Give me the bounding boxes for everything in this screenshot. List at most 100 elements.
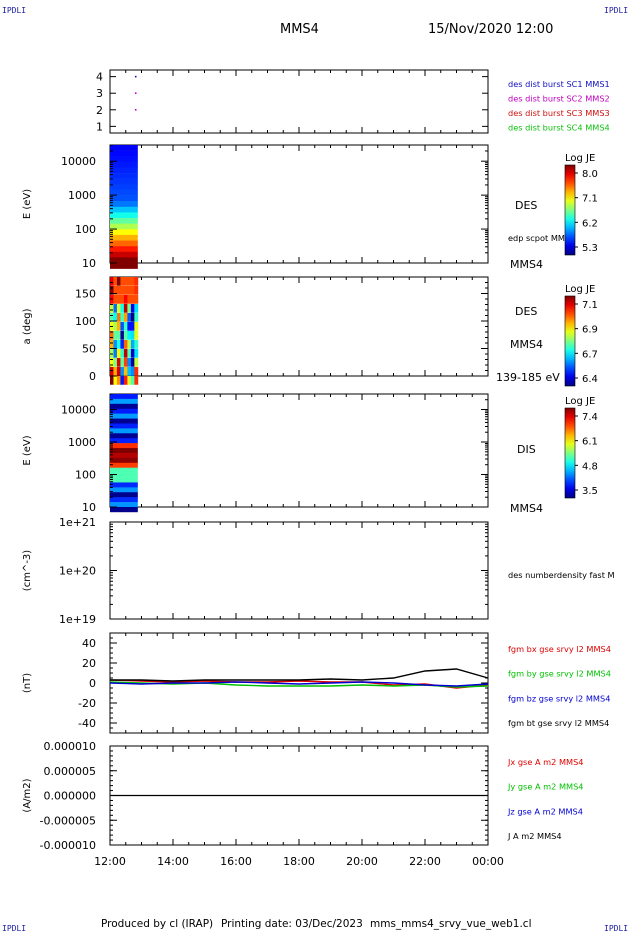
spectrogram-cell	[110, 304, 114, 313]
spectrogram-cell	[110, 156, 138, 163]
x-tick-label: 16:00	[220, 855, 252, 868]
spectrogram-cell	[110, 487, 138, 493]
page-title: MMS4	[280, 22, 319, 37]
panel-frame	[109, 144, 489, 264]
x-tick-label: 20:00	[346, 855, 378, 868]
spectrogram-cell	[110, 358, 114, 367]
legend-entry: fgm bt gse srvy l2 MMS4	[508, 718, 609, 728]
spectrogram-cell	[110, 408, 138, 414]
y-tick-label: 10	[82, 501, 96, 514]
y-tick-label: 1000	[68, 189, 96, 202]
spectrogram-cell	[110, 195, 138, 202]
y-tick-label: 40	[82, 637, 96, 650]
colorbar	[564, 407, 576, 499]
spectrogram-cell	[116, 286, 121, 295]
legend-entry: Jz gse A m2 MMS4	[507, 806, 583, 816]
corner-mark-bottom-right: IPDLI	[604, 924, 629, 933]
spectrogram-cell	[113, 340, 118, 349]
y-tick-label: 3	[96, 87, 103, 100]
spectrogram-cell	[134, 304, 139, 313]
panel-frame	[109, 521, 489, 620]
colorbar-tick-label: 7.1	[582, 300, 598, 311]
y-tick-label: 1e+19	[59, 613, 96, 626]
spectrogram-cell	[116, 340, 121, 349]
spectrogram-cell	[134, 349, 139, 358]
legend-entry: des dist burst SC1 MMS1	[508, 79, 610, 89]
spectrogram-cell	[110, 507, 138, 513]
spectrogram-cell	[116, 322, 121, 331]
spectrogram-cell	[113, 358, 118, 367]
spectrogram-cell	[120, 376, 125, 385]
spectrogram-cell	[110, 448, 138, 454]
side-label: DIS	[517, 443, 536, 456]
legend-entry: des dist burst SC4 MMS4	[508, 123, 610, 133]
spectrogram-cell	[130, 295, 135, 304]
spectrogram-cell	[130, 331, 135, 340]
series-line	[109, 679, 489, 689]
spectrogram-cell	[134, 376, 139, 385]
spectrogram-cell	[123, 376, 128, 385]
x-tick-label: 22:00	[409, 855, 441, 868]
panel-frame	[109, 69, 489, 134]
spectrogram-cell	[130, 322, 135, 331]
panel-frame	[109, 393, 489, 508]
colorbar-tick-label: 6.7	[582, 349, 598, 360]
spectrogram-cell	[127, 358, 132, 367]
spectrogram-cell	[110, 394, 138, 400]
y-tick-label: -40	[78, 717, 96, 730]
colorbar-tick-label: 5.3	[582, 243, 598, 254]
spectrogram-cell	[113, 313, 118, 322]
spectrogram-cell	[110, 218, 138, 224]
spectrogram-cell	[123, 367, 128, 376]
y-tick-label: 1e+21	[59, 516, 96, 529]
spectrogram-cell	[110, 398, 138, 405]
spectrogram-cell	[134, 322, 139, 331]
legend-entry: des dist burst SC2 MMS2	[508, 94, 610, 104]
spectrogram-cell	[120, 295, 125, 304]
y-tick-label: 10000	[61, 155, 96, 168]
y-axis-label: E (eV)	[22, 189, 33, 219]
colorbar-tick-label: 8.0	[582, 169, 598, 180]
colorbar-tick-label: 7.4	[582, 412, 598, 423]
spectrogram-cell	[110, 313, 114, 322]
spectrogram-cell	[134, 286, 139, 295]
y-tick-label: 0.000010	[44, 740, 97, 753]
footer-printing-date: Printing date: 03/Dec/2023	[221, 918, 363, 930]
spectrogram-cell	[127, 286, 132, 295]
spectrogram-cell	[120, 367, 125, 376]
colorbar-title: Log JE	[565, 396, 595, 407]
colorbar	[564, 295, 576, 387]
y-tick-label: 0	[89, 677, 96, 690]
x-tick-label: 14:00	[157, 855, 189, 868]
spectrogram-cell	[123, 358, 128, 367]
legend-entry: fgm by gse srvy l2 MMS4	[508, 669, 611, 679]
spectrogram-cell	[120, 340, 125, 349]
spectrogram-cell	[127, 295, 132, 304]
spectrogram-cell	[113, 286, 118, 295]
spectrogram-cell	[123, 295, 128, 304]
spectrogram-cell	[123, 304, 128, 313]
spectrogram-cell	[127, 376, 132, 385]
spectrogram-cell	[116, 304, 121, 313]
spectrogram-cell	[110, 340, 114, 349]
y-tick-label: 50	[82, 343, 96, 356]
spectrogram-cell	[110, 433, 138, 439]
spectrogram-cell	[127, 313, 132, 322]
y-tick-label: 100	[75, 469, 96, 482]
spectrogram-cell	[110, 376, 114, 385]
spectrogram-cell	[110, 367, 114, 376]
spectrogram-cell	[110, 462, 138, 468]
y-axis-label: a (deg)	[22, 308, 33, 344]
spectrogram-cell	[130, 286, 135, 295]
spectrogram-cell	[110, 492, 138, 498]
series-line	[109, 681, 489, 687]
y-axis-label: (nT)	[22, 673, 33, 693]
spectrogram-cell	[120, 304, 125, 313]
side-label: DES	[515, 305, 537, 318]
panel-frame	[109, 276, 489, 377]
spectrogram-cell	[116, 349, 121, 358]
spectrogram-cell	[113, 376, 118, 385]
side-label: edp scpot MMS4	[508, 233, 575, 243]
spectrogram-cell	[110, 428, 138, 434]
